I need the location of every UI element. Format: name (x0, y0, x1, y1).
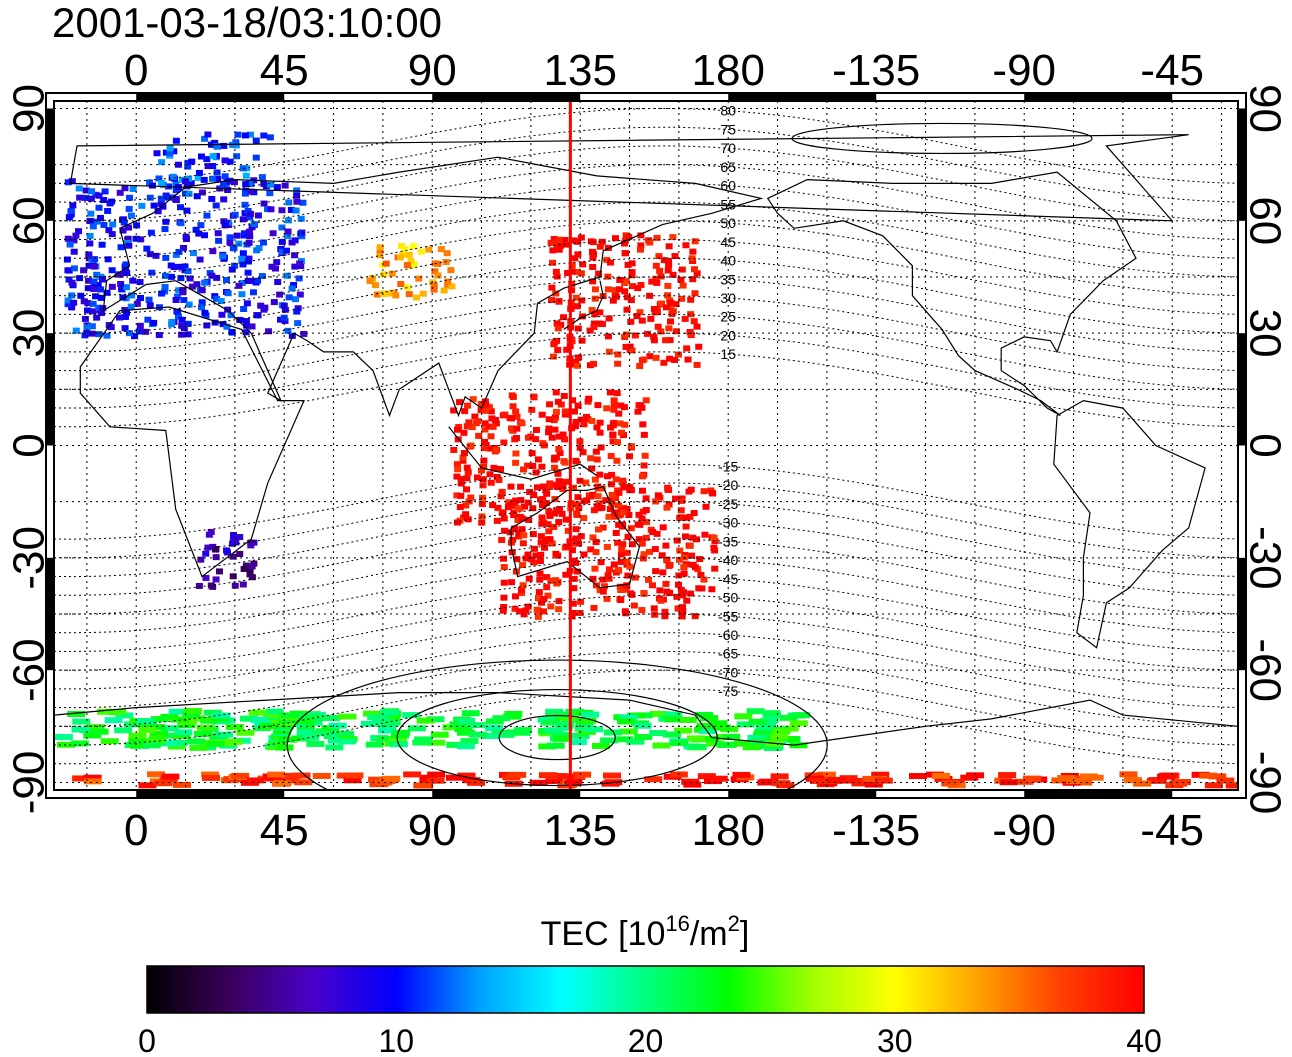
left-lat-tick-label: 0 (5, 433, 54, 457)
tec-region-antarctica-south (72, 771, 1238, 789)
bottom-lon-tick-label: 90 (408, 806, 457, 855)
colorbar-tick-label: 40 (1126, 1023, 1162, 1057)
top-lon-tick-label: 45 (260, 46, 309, 95)
contour-label: 35 (720, 271, 736, 287)
bottom-lon-tick-label: 135 (544, 806, 617, 855)
contour-label: 70 (720, 140, 736, 156)
left-lat-tick-label: 60 (5, 196, 54, 245)
top-lon-tick-label: 180 (692, 46, 765, 95)
top-lon-tick-label: 0 (124, 46, 148, 95)
contour-label: -65 (718, 646, 738, 662)
bottom-lon-tick-label: -45 (1140, 806, 1204, 855)
top-lon-tick-label: 135 (544, 46, 617, 95)
right-lat-tick-label: -90 (1240, 751, 1289, 815)
left-lat-tick-label: 30 (5, 309, 54, 358)
top-lon-tick-label: -90 (992, 46, 1056, 95)
right-lat-tick-label: 90 (1240, 84, 1289, 133)
bottom-lon-tick-label: 180 (692, 806, 765, 855)
contour-label: 50 (720, 215, 736, 231)
contour-label: -75 (718, 683, 738, 699)
contour-label: 80 (720, 103, 736, 119)
colorbar-tick-label: 30 (877, 1023, 913, 1057)
map-frame (45, 92, 1247, 799)
contour-label: 65 (720, 159, 736, 175)
right-lat-tick-label: 60 (1240, 196, 1289, 245)
contour-label: 60 (720, 178, 736, 194)
contour-label: 25 (720, 309, 736, 325)
contour-label: -50 (718, 590, 738, 606)
tec-region-europe (63, 177, 308, 340)
axis-tick-labels: 0045459090135135180180-135-135-90-90-45-… (5, 46, 1290, 855)
contour-label: 15 (720, 346, 736, 362)
contour-label: 55 (720, 196, 736, 212)
contour-label: -70 (718, 664, 738, 680)
contour-label: -20 (718, 477, 738, 493)
bottom-lon-tick-label: -135 (832, 806, 920, 855)
magnetic-latitude-contours (54, 108, 1238, 790)
top-lon-tick-label: -135 (832, 46, 920, 95)
contour-label: 75 (720, 121, 736, 137)
colorbar-tick-label: 10 (378, 1023, 414, 1057)
tec-region-central-asia (366, 243, 456, 301)
contour-label: -60 (718, 627, 738, 643)
right-lat-tick-label: -60 (1240, 638, 1289, 702)
contour-label: -30 (718, 515, 738, 531)
contour-label: -55 (718, 608, 738, 624)
contour-label: -35 (718, 533, 738, 549)
bottom-lon-tick-label: -90 (992, 806, 1056, 855)
contour-label: 45 (720, 234, 736, 250)
right-lat-tick-label: 0 (1240, 433, 1289, 457)
contour-labels: 80 75 70 65 60 55 50 45 40 35 30 25 20 15 -15 -20 -25 -30… (718, 103, 738, 699)
colorbar-gradient (146, 965, 1145, 1014)
top-lon-tick-label: 90 (408, 46, 457, 95)
map-timestamp-title: 2001-03-18/03:10:00 (52, 0, 442, 46)
tec-colorbar: TEC [1016/m2] 0 10 20 30 40 (138, 911, 1162, 1057)
colorbar-title: TEC [1016/m2] (541, 911, 750, 953)
lat-lon-grid (54, 101, 1238, 790)
colorbar-tick-label: 0 (138, 1023, 156, 1057)
contour-label: 40 (720, 253, 736, 269)
contour-label: -45 (718, 571, 738, 587)
top-lon-tick-label: -45 (1140, 46, 1204, 95)
right-lat-tick-label: -30 (1240, 526, 1289, 590)
contour-label: -40 (718, 552, 738, 568)
contour-label: -15 (718, 458, 738, 474)
left-lat-tick-label: -60 (5, 638, 54, 702)
contour-label: 30 (720, 290, 736, 306)
bottom-lon-tick-label: 45 (260, 806, 309, 855)
contour-label: -25 (718, 496, 738, 512)
bottom-lon-tick-label: 0 (124, 806, 148, 855)
left-lat-tick-label: -30 (5, 526, 54, 590)
contour-label: 20 (720, 327, 736, 343)
tec-data-layer (54, 131, 1238, 789)
colorbar-tick-label: 20 (628, 1023, 664, 1057)
tec-region-australia (498, 483, 719, 620)
left-lat-tick-label: 90 (5, 84, 54, 133)
tec-region-south-africa (195, 528, 258, 590)
left-lat-tick-label: -90 (5, 751, 54, 815)
right-lat-tick-label: 30 (1240, 309, 1289, 358)
